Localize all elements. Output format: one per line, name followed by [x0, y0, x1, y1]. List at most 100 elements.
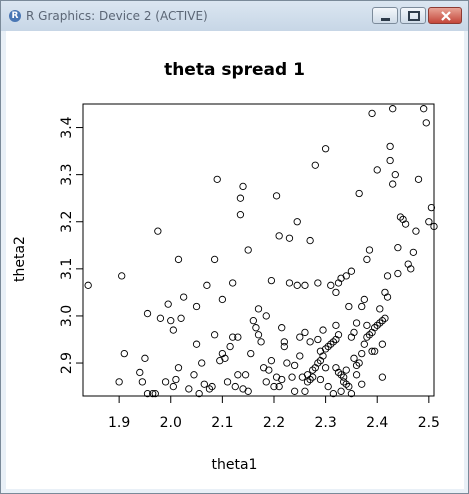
data-point [161, 378, 170, 386]
data-point [231, 382, 239, 391]
data-point [84, 281, 92, 289]
data-point [236, 211, 245, 219]
data-point [414, 175, 423, 184]
data-point [358, 349, 366, 358]
y-tick-label: 3.3 [59, 164, 75, 186]
data-point [321, 345, 330, 353]
close-icon [441, 11, 451, 21]
data-point [342, 366, 350, 374]
data-point [275, 382, 283, 391]
data-point [334, 368, 343, 377]
data-point [396, 213, 405, 221]
data-point [355, 189, 363, 198]
data-point [288, 373, 296, 381]
data-point [244, 246, 252, 254]
data-point [340, 373, 348, 381]
data-point [332, 321, 340, 330]
data-point [314, 335, 322, 344]
data-point [394, 269, 402, 278]
data-point [314, 279, 322, 287]
data-point [309, 366, 317, 374]
data-point [329, 338, 337, 346]
data-point [306, 236, 314, 245]
data-point [352, 319, 361, 327]
data-point [278, 324, 286, 332]
data-point [169, 382, 177, 391]
y-tick-label: 3.0 [59, 305, 75, 327]
data-point [285, 234, 294, 242]
y-tick-label: 3.1 [59, 258, 75, 280]
data-point [280, 338, 288, 346]
data-point [236, 194, 245, 202]
data-point [280, 342, 288, 351]
x-tick-label: 2.0 [160, 415, 182, 431]
data-point [345, 382, 353, 391]
title-bar[interactable]: R R Graphics: Device 2 (ACTIVE) [1, 1, 468, 31]
maximize-button[interactable] [400, 7, 426, 24]
data-point [296, 333, 304, 341]
data-point [360, 340, 368, 348]
data-point [389, 180, 397, 188]
data-point [169, 326, 177, 334]
data-point [290, 361, 299, 370]
data-point [430, 222, 438, 231]
minimize-icon [381, 18, 390, 21]
data-point [368, 347, 376, 355]
data-point [340, 378, 348, 386]
data-point [241, 371, 250, 379]
data-point [358, 302, 366, 311]
data-point [120, 349, 128, 358]
data-point [192, 302, 201, 311]
data-point [329, 389, 337, 398]
data-point [203, 281, 211, 289]
data-point [383, 293, 392, 301]
data-point [360, 295, 368, 304]
data-point [342, 272, 350, 280]
data-point [409, 248, 418, 257]
data-point [316, 375, 325, 384]
data-point [180, 293, 188, 301]
data-point [267, 357, 276, 365]
data-point [265, 366, 273, 374]
data-point [386, 156, 394, 165]
data-point [425, 218, 433, 226]
r-app-icon: R [9, 10, 21, 22]
close-button[interactable] [428, 7, 462, 24]
minimize-button[interactable] [372, 7, 398, 24]
data-point [363, 333, 371, 341]
data-point [239, 182, 247, 191]
plot-area-client [6, 31, 464, 489]
data-point [185, 385, 193, 393]
data-point [324, 342, 332, 351]
data-point [381, 314, 389, 322]
data-point [143, 389, 152, 398]
data-point [309, 373, 317, 381]
data-point [156, 314, 165, 322]
data-point [301, 328, 309, 337]
data-point [205, 385, 214, 393]
data-point [247, 349, 255, 358]
x-tick-label: 2.3 [314, 415, 336, 431]
data-point [270, 382, 278, 391]
data-point [347, 267, 356, 275]
data-point [321, 364, 330, 372]
data-point [195, 389, 203, 398]
data-point [358, 380, 366, 388]
data-point [334, 331, 343, 339]
data-point [352, 361, 361, 370]
data-point [427, 203, 436, 212]
data-point [306, 338, 314, 346]
data-point [262, 312, 270, 320]
data-point [272, 192, 281, 200]
data-point [301, 281, 309, 289]
data-point [136, 368, 144, 377]
data-point [378, 373, 387, 381]
data-point [167, 316, 175, 325]
data-point [407, 265, 415, 273]
data-point [141, 354, 149, 362]
data-point [327, 281, 335, 289]
x-axis-label: theta1 [211, 457, 258, 473]
data-point [200, 380, 208, 388]
